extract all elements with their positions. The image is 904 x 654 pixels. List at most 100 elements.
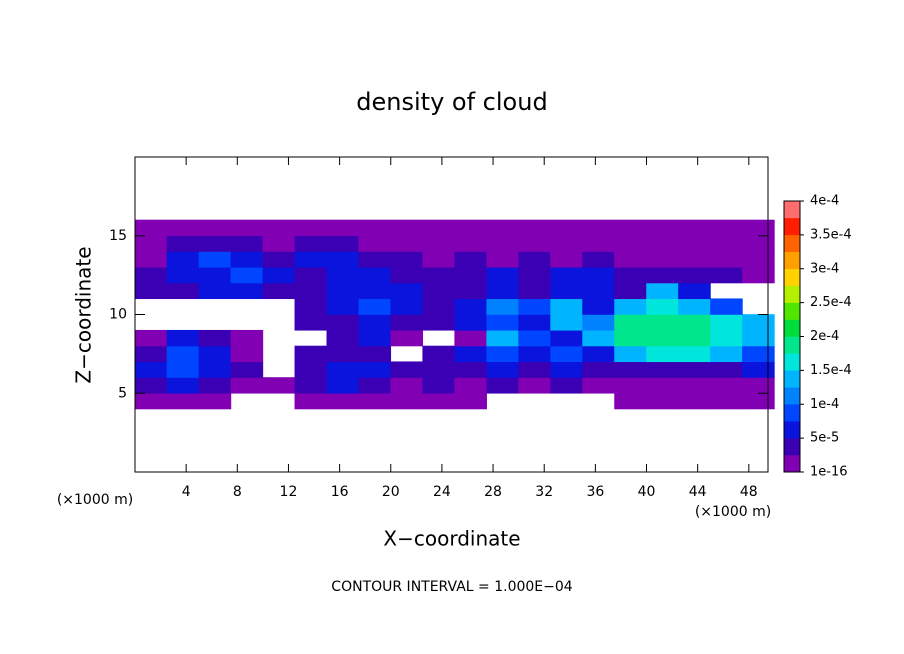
contour-cell [614, 219, 647, 237]
contour-cell [134, 251, 168, 268]
contour-cell [742, 219, 775, 237]
colorbar-tick-label: 2e-4 [810, 329, 839, 344]
colorbar-band [783, 370, 801, 388]
contour-cell [166, 392, 200, 410]
contour-cell [742, 345, 775, 363]
contour-cell [326, 219, 360, 237]
contour-cell [198, 219, 232, 237]
chart-title: density of cloud [356, 88, 547, 116]
colorbar-band [783, 302, 801, 320]
contour-cell [358, 282, 392, 300]
contour-cell [518, 329, 551, 347]
contour-cell [454, 266, 487, 284]
contour-cell [422, 251, 455, 268]
contour-cell [326, 314, 360, 331]
contour-cell [422, 266, 455, 284]
x-tick-label: 32 [535, 484, 553, 500]
contour-cell [710, 377, 743, 394]
contour-cell [614, 392, 647, 410]
contour-cell [678, 282, 711, 300]
colorbar-tick-label: 1.5e-4 [810, 363, 852, 378]
contour-cell [646, 361, 679, 378]
contour-cell [486, 251, 519, 268]
contour-cell [326, 251, 360, 268]
contour-cell [294, 361, 328, 378]
contour-cell [454, 298, 487, 315]
contour-cell [582, 314, 615, 331]
contour-cell [294, 377, 328, 394]
contour-cell [582, 251, 615, 268]
contour-cell [486, 361, 519, 378]
x-tick-label: 48 [740, 484, 758, 500]
colorbar-band [783, 437, 801, 456]
contour-cell [326, 392, 360, 410]
contour-cell [678, 251, 711, 268]
contour-cell [518, 314, 551, 331]
contour-cell [582, 377, 615, 394]
contour-cell [166, 219, 200, 237]
contour-cell [422, 282, 455, 300]
contour-cell [166, 251, 200, 268]
contour-cell [230, 235, 264, 252]
contour-cell [198, 361, 232, 378]
contour-cell [742, 251, 775, 268]
x-tick-label: 16 [331, 484, 349, 500]
colorbar-band [783, 454, 801, 473]
contour-cell [710, 298, 743, 315]
x-tick-label: 20 [382, 484, 400, 500]
contour-cell [326, 282, 360, 300]
x-tick-label: 12 [280, 484, 298, 500]
contour-cell [486, 219, 519, 237]
contour-cell [678, 314, 711, 331]
contour-cell [614, 329, 647, 347]
contour-cell [166, 361, 200, 378]
contour-cell [550, 361, 583, 378]
x-tick-label: 24 [433, 484, 451, 500]
colorbar-tick-label: 2.5e-4 [810, 295, 852, 310]
contour-cell [710, 314, 743, 331]
contour-cell [646, 377, 679, 394]
contour-cell [710, 266, 743, 284]
contour-cell [230, 266, 264, 284]
contour-cell [550, 235, 583, 252]
contour-cell [614, 314, 647, 331]
contour-cell [166, 345, 200, 363]
colorbar-band [783, 387, 801, 405]
contour-cell [358, 235, 392, 252]
contour-cell [230, 377, 264, 394]
contour-cell [614, 361, 647, 378]
contour-cell [486, 314, 519, 331]
colorbar-tick-label: 4e-4 [810, 194, 839, 209]
contour-cell [390, 361, 424, 378]
contour-cell [326, 361, 360, 378]
contour-cell [230, 219, 264, 237]
contour-cell [646, 392, 679, 410]
contour-cell [358, 251, 392, 268]
contour-cell [294, 345, 328, 363]
contour-cell [326, 266, 360, 284]
contour-cell [198, 235, 232, 252]
contour-cell [678, 298, 711, 315]
contour-cell [390, 235, 424, 252]
contour-cell [454, 377, 487, 394]
x-tick-label: 36 [586, 484, 604, 500]
contour-cell [742, 361, 775, 378]
contour-cell [742, 329, 775, 347]
contour-cell [582, 266, 615, 284]
contour-cell [518, 345, 551, 363]
contour-cell [326, 298, 360, 315]
contour-cell [550, 266, 583, 284]
contour-cell [134, 345, 168, 363]
contour-cell [422, 314, 455, 331]
contour-cell [294, 251, 328, 268]
contour-cell [358, 219, 392, 237]
contour-cell [134, 329, 168, 347]
contour-cell [294, 392, 328, 410]
contour-cell [582, 219, 615, 237]
contour-cell [486, 235, 519, 252]
contour-cell [742, 377, 775, 394]
colorbar-tick-label: 5e-5 [810, 431, 839, 446]
y-tick-label: 15 [109, 228, 127, 244]
contour-cell [390, 266, 424, 284]
